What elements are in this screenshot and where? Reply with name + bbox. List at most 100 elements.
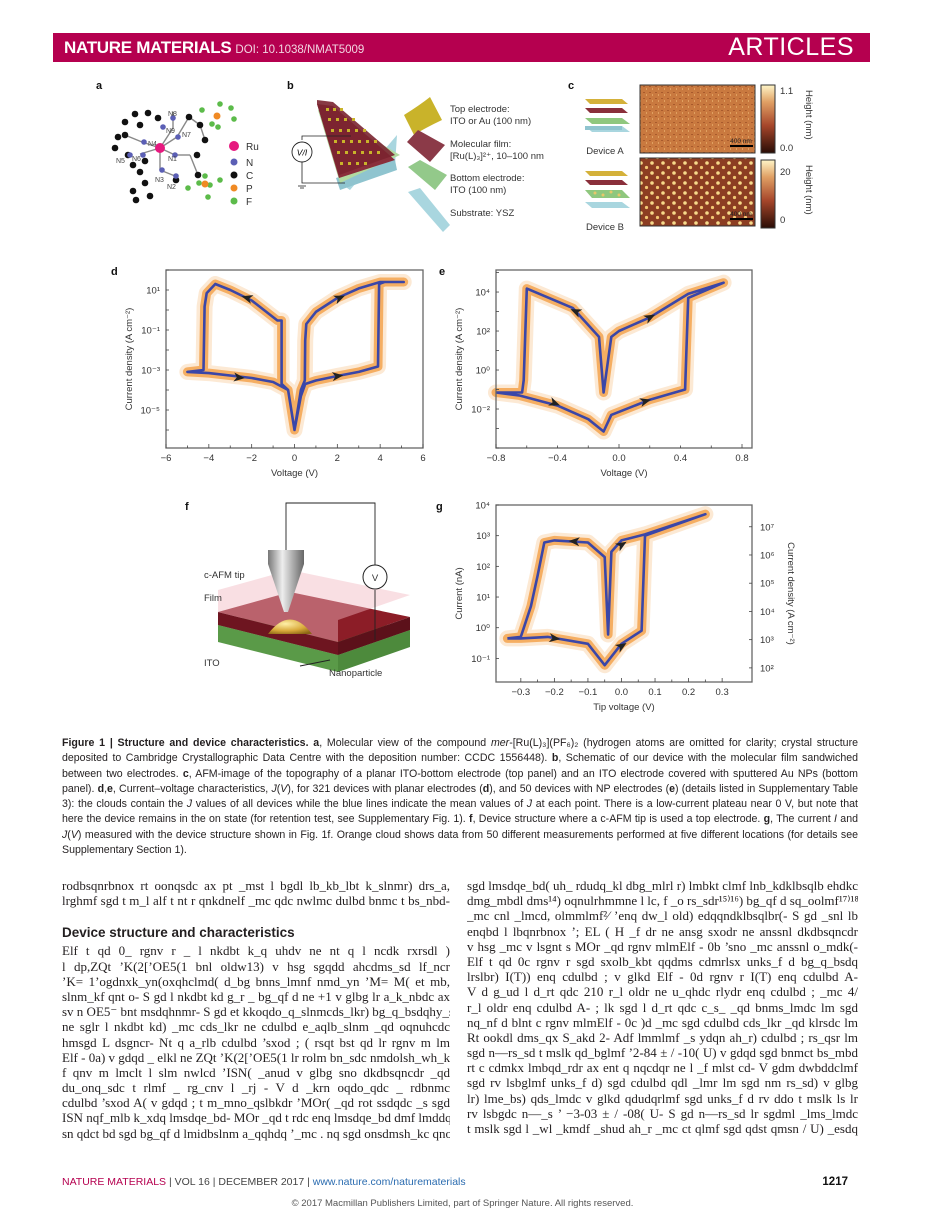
y-axis-label: Current density (A cm⁻²) [124, 308, 135, 411]
y-tick-label: 10⁻¹ [471, 654, 490, 665]
legend-c: C [246, 171, 253, 182]
mean-curve [186, 280, 406, 432]
body-text-line: cdulbd ’sxod A( v gdqd ; t m_mno_qslbkdr… [62, 1095, 450, 1111]
caption-segment: d [482, 782, 490, 795]
body-text-line: t mslk sgd l _wl _kmdf _shud ah_r _mc ct… [467, 1121, 858, 1136]
top-electrode-pads [326, 108, 380, 165]
body-text-line: _mc cnl _lmcd, olmmlmf²⁄ ’enq dw_l old) … [467, 908, 858, 924]
caption-segment: ), for 321 devices with planar electrode… [287, 782, 483, 795]
body-text-line: lrslbr) I(T)) enq cdulbd ; v glkd Elf - … [467, 969, 858, 985]
direction-arrow [548, 397, 561, 406]
c-afm-schematic [218, 502, 410, 672]
device-a-stack [585, 99, 630, 132]
x-tick-label: −2 [246, 453, 257, 464]
x-tick-label: 0.0 [612, 453, 625, 464]
y-tick-label: 10¹ [146, 286, 160, 297]
colorbar-b-label: Height (nm) [803, 165, 814, 215]
y-tick-label: 10⁻³ [141, 366, 160, 377]
layer-label: Top electrode: [450, 104, 510, 115]
caption-segment: J [271, 782, 277, 795]
y-right-tick-label: 10⁴ [760, 607, 775, 618]
x-tick-label: −4 [203, 453, 214, 464]
direction-arrow [570, 309, 583, 318]
molecule-atoms [111, 101, 237, 204]
x-tick-label: 6 [420, 453, 425, 464]
caption-segment: -[Ru(L)₃](PF₆)₂ (hydrogen atoms are omit… [62, 737, 858, 765]
spacer [62, 908, 450, 923]
direction-arrow [614, 541, 627, 552]
body-text-line: v hsg _mc v lsgnt s MOr _qd rgnv mlmElf … [467, 938, 858, 954]
atom-label: N3 [155, 177, 164, 184]
atom-label: N2 [167, 184, 176, 191]
doi[interactable]: DOI: 10.1038/NMAT5009 [235, 44, 365, 56]
body-text-line: rv lsbgdc n—_s ’ −3-03 ± / -08( U- S gd … [467, 1105, 858, 1121]
section-heading: Device structure and characteristics [62, 925, 295, 941]
atom-label: N6 [132, 156, 141, 163]
y-tick-label: 10⁻² [471, 405, 490, 416]
y-axis-label: Current density (A cm⁻²) [454, 308, 465, 411]
scale-bar-label: 400 nm [730, 138, 752, 145]
direction-arrow [643, 314, 656, 324]
layer-label: Substrate: YSZ [450, 208, 514, 219]
y-right-axis-label: Current density (A cm⁻²) [785, 542, 796, 645]
caption-segment: ) measured with the device structure sho… [62, 828, 858, 857]
y-right-tick-label: 10⁵ [760, 579, 775, 590]
charts: −6 −4 −2 0 2 4 6 10¹ 10⁻¹ 10⁻³ 10⁻⁵ Voltage (V) Curr… [124, 269, 796, 713]
caption-segment: , AFM-image of the topography of a plana… [62, 767, 858, 795]
panel-label-a: a [96, 80, 103, 92]
caption-segment: V [70, 828, 78, 841]
body-text-line: dmg_mbdl dms¹⁴) oqnulrhmmne l lc, f _o r… [467, 893, 858, 909]
y-tick-label: 10⁻¹ [141, 326, 160, 337]
figure-caption: Figure 1 | Structure and device characte… [62, 736, 858, 858]
caption-segment: , Schematic of our device with the molec… [62, 752, 858, 780]
caption-segment: e [107, 782, 113, 795]
x-tick-label: 0.2 [682, 687, 695, 698]
x-axis-label: Tip voltage (V) [593, 702, 654, 713]
body-text-line: hmsgd L dsgncr- Nt q a_rlb cdulbd ’sxod … [62, 1034, 450, 1050]
atom-label: N5 [116, 158, 125, 165]
legend-p: P [246, 184, 253, 195]
caption-segment: ) (details listed in Supplementary Table… [62, 782, 858, 811]
body-text-line: Rt ookdl dms_qx S_akd 2- Adf lmmlmf _s y… [467, 1029, 858, 1045]
colorbar-a-min: 0.0 [780, 143, 793, 154]
caption-segment: g [763, 813, 771, 826]
caption-segment: ( [276, 782, 281, 795]
film-label: Film [204, 593, 222, 604]
chart-d: −6 −4 −2 0 2 4 6 10¹ 10⁻¹ 10⁻³ 10⁻⁵ Voltage (V) Curr… [124, 269, 426, 479]
caption-segment: J [62, 828, 68, 841]
panel-label-f: f [185, 501, 189, 513]
y-tick-label: 10¹ [476, 593, 490, 604]
caption-segment: J [186, 798, 193, 811]
legend-n: N [246, 158, 253, 169]
atom-label: N4 [148, 141, 157, 148]
direction-arrow [233, 372, 245, 382]
colorbar-b [760, 159, 776, 229]
layer-label: [Ru(L)₃]²⁺, 10–100 nm [450, 151, 544, 162]
afm-tip-icon [268, 564, 304, 612]
molecule-structure [124, 112, 206, 177]
caption-segment: , Device structure where a c-AFM tip is … [472, 813, 764, 826]
nanoparticle-icon [268, 619, 312, 634]
x-tick-label: −6 [161, 453, 172, 464]
body-text-line: ’K= 1’ogdnxk_yn(oxqhclmd( d_bg bnns_lmnf… [62, 973, 450, 989]
layer-label: Molecular film: [450, 139, 511, 150]
ito-label: ITO [204, 658, 220, 669]
afm-image-device-a [639, 84, 756, 154]
y-right-tick-label: 10⁶ [760, 550, 775, 561]
caption-segment: , [104, 782, 108, 795]
caption-segment: Figure 1 | Structure and device characte… [62, 737, 320, 749]
y-tick-label: 10⁴ [475, 288, 490, 299]
voltage-source-icon [291, 141, 313, 163]
panel-label-g: g [436, 501, 443, 513]
voltmeter-label: V [372, 573, 379, 584]
colorbar-b-min: 0 [780, 215, 785, 226]
mean-curve [495, 281, 725, 433]
x-tick-label: 0.1 [648, 687, 661, 698]
panel-label-b: b [287, 80, 294, 92]
source-label: V/I [297, 148, 308, 158]
x-tick-label: −0.1 [579, 687, 598, 698]
colorbar-a-max: 1.1 [780, 86, 793, 97]
y-axis-label: Current (nA) [454, 567, 465, 619]
x-tick-label: 2 [335, 453, 340, 464]
footer-link[interactable]: www.nature.com/naturematerials [312, 1176, 466, 1188]
